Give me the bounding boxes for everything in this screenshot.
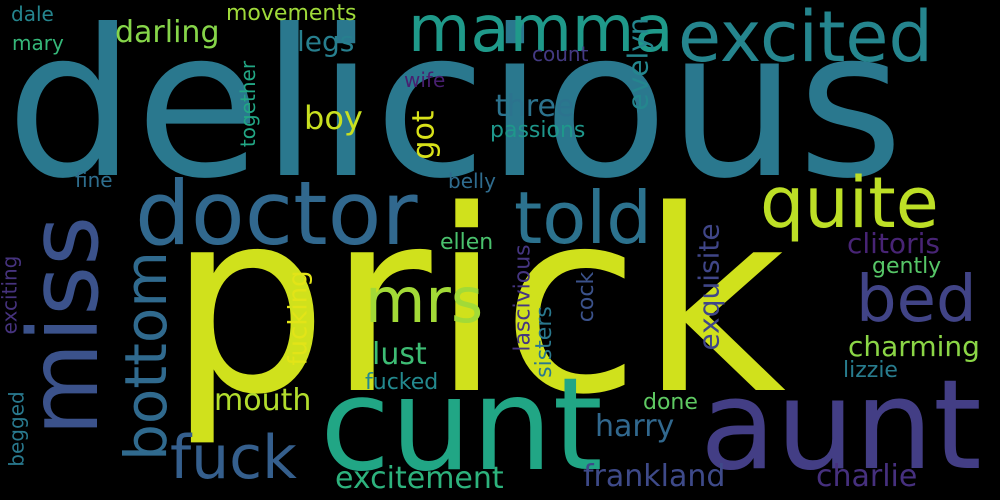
word-boy: boy — [304, 99, 363, 137]
word-aunt: aunt — [700, 354, 982, 498]
word-wife: wife — [404, 68, 446, 92]
word-passions: passions — [490, 118, 586, 143]
word-fucking: fucking — [283, 270, 314, 366]
word-begged: begged — [4, 391, 29, 467]
word-done: done — [643, 390, 698, 415]
word-mrs: mrs — [365, 264, 484, 337]
word-cunt: cunt — [320, 351, 603, 500]
word-darling: darling — [115, 15, 220, 50]
word-prick: prick — [168, 157, 787, 450]
word-charlie: charlie — [816, 459, 918, 494]
word-charming: charming — [848, 330, 980, 363]
word-fucked: fucked — [365, 370, 439, 395]
word-exciting: exciting — [0, 255, 22, 335]
word-excitement: excitement — [335, 461, 504, 496]
word-told: told — [514, 176, 652, 260]
word-exquisite: exquisite — [692, 223, 726, 351]
word-lust: lust — [372, 337, 427, 372]
word-gently: gently — [872, 254, 942, 279]
word-fuck: fuck — [170, 423, 297, 493]
word-bottom: bottom — [111, 251, 180, 461]
word-clitoris: clitoris — [847, 227, 940, 260]
word-mouth: mouth — [214, 383, 312, 418]
word-ellen: ellen — [440, 230, 494, 255]
word-mary: mary — [12, 31, 64, 55]
word-harry: harry — [595, 409, 675, 444]
word-lizzie: lizzie — [843, 358, 898, 383]
word-frankland: frankland — [583, 459, 726, 494]
word-belly: belly — [448, 169, 496, 193]
word-cock: cock — [574, 271, 600, 323]
word-together: together — [236, 60, 261, 148]
word-fine: fine — [75, 168, 113, 192]
word-legs: legs — [297, 25, 355, 58]
word-excited: excited — [678, 0, 933, 78]
word-count: count — [532, 42, 589, 66]
word-dale: dale — [11, 2, 54, 26]
word-three: three — [495, 89, 575, 124]
word-mamma: mamma — [408, 0, 674, 67]
word-miss: miss — [8, 215, 121, 437]
word-got: got — [406, 110, 442, 160]
word-doctor: doctor — [135, 162, 418, 265]
word-movements: movements — [226, 1, 357, 26]
word-delicious: delicious — [6, 0, 904, 224]
word-evelyn: evelyn — [621, 17, 655, 111]
word-sisters: sisters — [531, 306, 557, 378]
word-bed: bed — [856, 263, 977, 337]
word-quite: quite — [760, 162, 939, 244]
